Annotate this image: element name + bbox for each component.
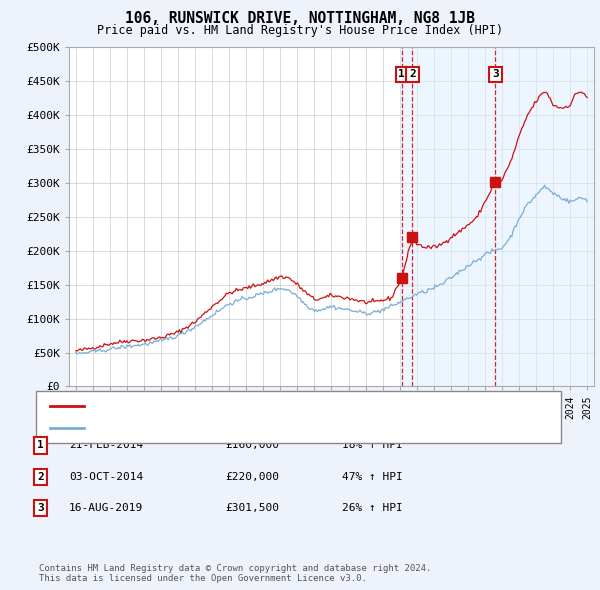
Text: 1: 1 bbox=[398, 70, 405, 79]
Bar bbox=[400, 47, 592, 386]
Text: 21-FEB-2014: 21-FEB-2014 bbox=[69, 441, 143, 450]
Text: 26% ↑ HPI: 26% ↑ HPI bbox=[342, 503, 403, 513]
Text: 3: 3 bbox=[492, 70, 499, 79]
Text: £160,000: £160,000 bbox=[225, 441, 279, 450]
Text: Price paid vs. HM Land Registry's House Price Index (HPI): Price paid vs. HM Land Registry's House … bbox=[97, 24, 503, 37]
Text: 47% ↑ HPI: 47% ↑ HPI bbox=[342, 472, 403, 481]
Text: 03-OCT-2014: 03-OCT-2014 bbox=[69, 472, 143, 481]
Text: 2: 2 bbox=[37, 472, 44, 481]
Text: 106, RUNSWICK DRIVE, NOTTINGHAM, NG8 1JB (detached house): 106, RUNSWICK DRIVE, NOTTINGHAM, NG8 1JB… bbox=[91, 401, 448, 411]
Text: £301,500: £301,500 bbox=[225, 503, 279, 513]
Text: 1: 1 bbox=[37, 441, 44, 450]
Text: £220,000: £220,000 bbox=[225, 472, 279, 481]
Text: 18% ↑ HPI: 18% ↑ HPI bbox=[342, 441, 403, 450]
Text: 2: 2 bbox=[409, 70, 416, 79]
Text: 3: 3 bbox=[37, 503, 44, 513]
Text: Contains HM Land Registry data © Crown copyright and database right 2024.
This d: Contains HM Land Registry data © Crown c… bbox=[39, 563, 431, 583]
Text: 106, RUNSWICK DRIVE, NOTTINGHAM, NG8 1JB: 106, RUNSWICK DRIVE, NOTTINGHAM, NG8 1JB bbox=[125, 11, 475, 25]
Text: HPI: Average price, detached house, City of Nottingham: HPI: Average price, detached house, City… bbox=[91, 423, 429, 433]
Text: 16-AUG-2019: 16-AUG-2019 bbox=[69, 503, 143, 513]
